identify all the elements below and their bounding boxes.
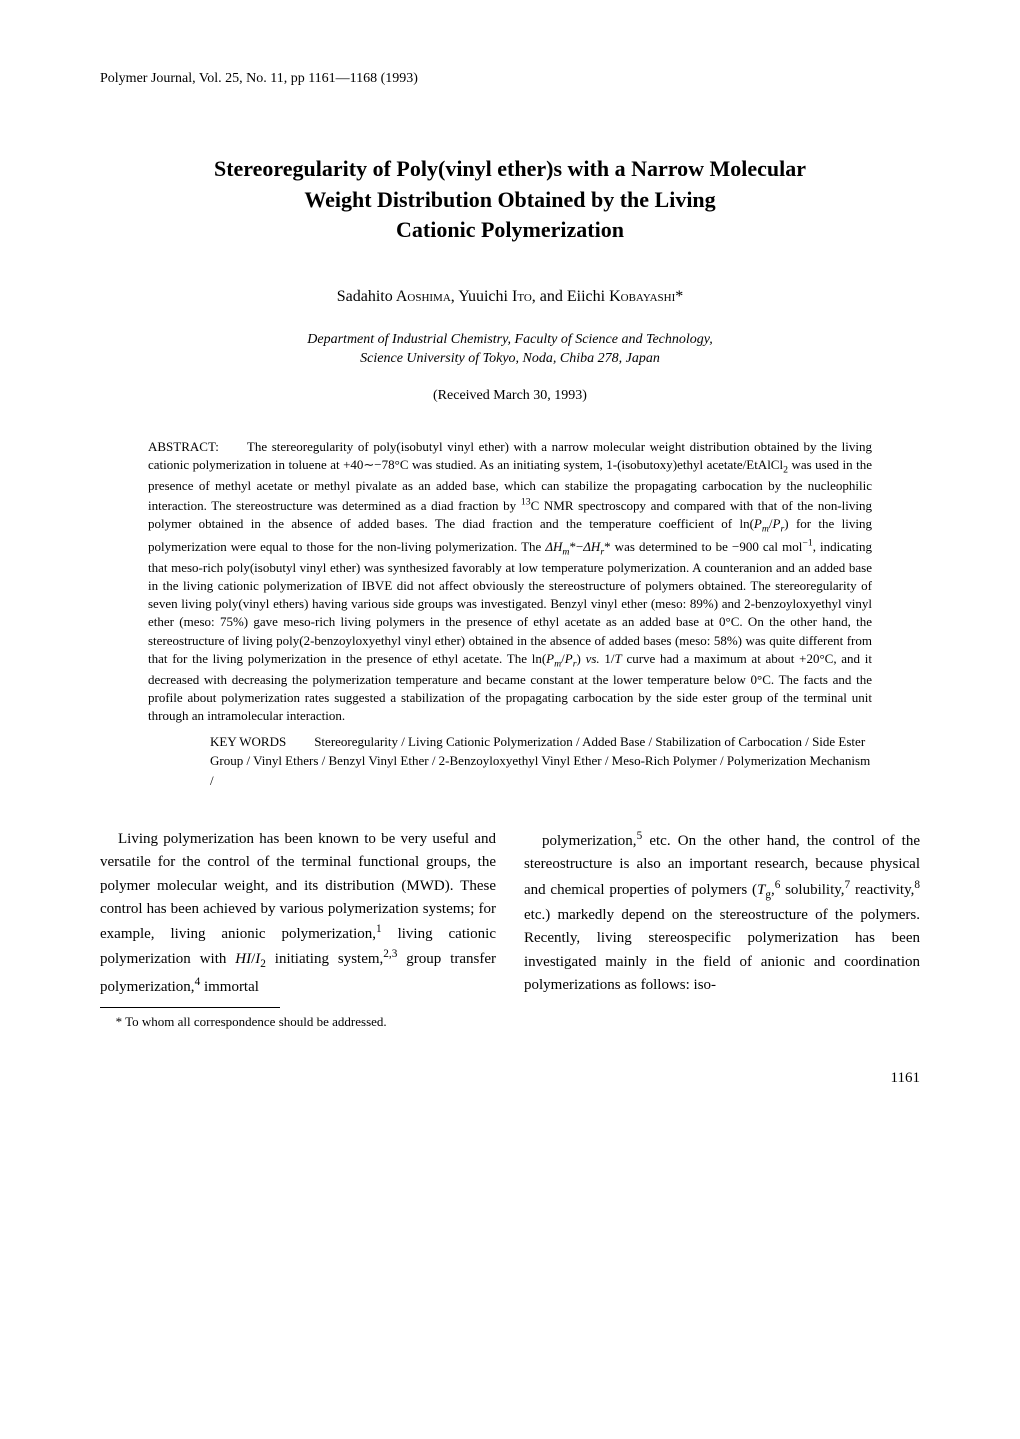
column-left: Living polymerization has been known to … [100,828,496,1032]
abstract-text: The stereoregularity of poly(isobutyl vi… [148,439,872,723]
authors: Sadahito Aoshima, Yuuichi Ito, and Eiich… [100,286,920,308]
abstract-label: ABSTRACT: [148,439,219,454]
journal-header: Polymer Journal, Vol. 25, No. 11, pp 116… [100,70,920,89]
affiliation: Department of Industrial Chemistry, Facu… [100,330,920,369]
paper-title: Stereoregularity of Poly(vinyl ether)s w… [100,154,920,246]
body-text: Living polymerization has been known to … [100,828,920,1032]
footnote-rule [100,1007,280,1008]
body-paragraph-2: polymerization,5 etc. On the other hand,… [524,828,920,997]
title-line-2: Weight Distribution Obtained by the Livi… [304,187,715,212]
body-paragraph-1: Living polymerization has been known to … [100,828,496,999]
keywords-text: Stereoregularity / Living Cationic Polym… [210,734,870,788]
received-date: (Received March 30, 1993) [100,387,920,406]
page-number: 1161 [100,1068,920,1088]
title-line-1: Stereoregularity of Poly(vinyl ether)s w… [214,156,806,181]
keywords-label: KEY WORDS [210,734,286,749]
abstract: ABSTRACT:The stereoregularity of poly(is… [148,438,872,726]
footnote: * To whom all correspondence should be a… [100,1012,496,1032]
column-right: polymerization,5 etc. On the other hand,… [524,828,920,1032]
affiliation-line-2: Science University of Tokyo, Noda, Chiba… [360,351,660,366]
title-line-3: Cationic Polymerization [396,217,624,242]
keywords: KEY WORDSStereoregularity / Living Catio… [210,732,872,791]
affiliation-line-1: Department of Industrial Chemistry, Facu… [307,332,712,347]
